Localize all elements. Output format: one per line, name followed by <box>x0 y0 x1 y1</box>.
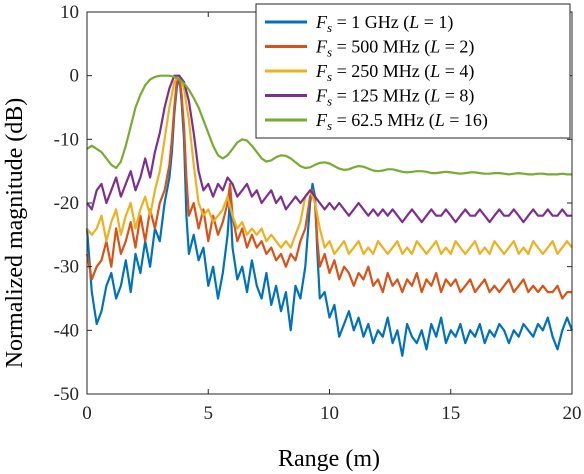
legend-entry-1: Fs = 1 GHz (L = 1) <box>315 12 453 35</box>
x-tick-label: 10 <box>320 403 339 424</box>
y-axis-label: Normalized magnitude (dB) <box>2 98 28 369</box>
y-tick-label: 0 <box>70 66 80 87</box>
series-line-2 <box>85 74 572 300</box>
legend-entry-3: Fs = 250 MHz (L = 4) <box>315 61 474 84</box>
series-line-3 <box>86 74 573 255</box>
y-axis-ticks: 10 0 -10 -20 -30 -40 -50 <box>54 2 572 405</box>
y-tick-label: -30 <box>54 257 79 278</box>
legend-entry-5: Fs = 62.5 MHz (L = 16) <box>315 110 488 133</box>
series-line-5 <box>86 74 572 176</box>
y-tick-label: -10 <box>54 129 79 150</box>
y-tick-label: -20 <box>54 193 79 214</box>
y-tick-label: 10 <box>60 2 79 23</box>
y-tick-label: -50 <box>54 384 79 405</box>
series-layer <box>85 74 574 357</box>
x-axis-label: Range (m) <box>278 446 380 472</box>
x-tick-label: 0 <box>82 403 92 424</box>
x-tick-label: 5 <box>204 403 214 424</box>
legend-box <box>255 3 571 139</box>
x-tick-label: 20 <box>563 403 582 424</box>
x-tick-label: 15 <box>441 403 460 424</box>
legend-entry-4: Fs = 125 MHz (L = 8) <box>315 86 474 109</box>
y-tick-label: -40 <box>54 320 79 341</box>
legend: Fs = 1 GHz (L = 1)Fs = 500 MHz (L = 2)Fs… <box>255 3 571 139</box>
series-line-4 <box>86 74 572 224</box>
legend-entry-2: Fs = 500 MHz (L = 2) <box>315 37 474 60</box>
